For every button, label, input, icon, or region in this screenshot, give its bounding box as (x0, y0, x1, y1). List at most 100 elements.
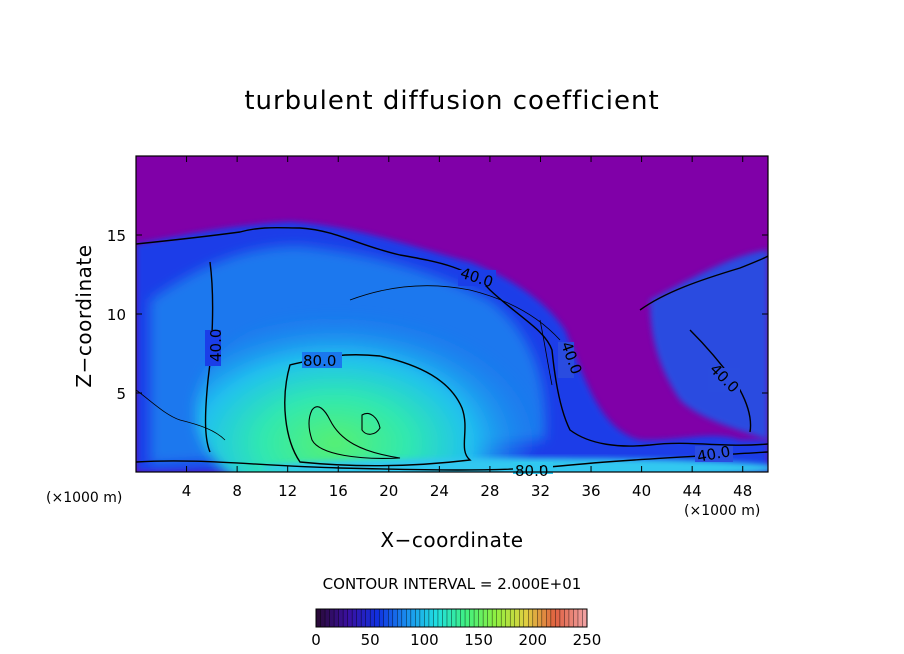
colorbar-segment (487, 609, 493, 627)
z-axis: 5 10 15 (107, 227, 768, 403)
colorbar-segment (559, 609, 565, 627)
x-tick-label: 12 (278, 482, 297, 500)
contour-lines (136, 226, 768, 471)
colorbar-segment (361, 609, 367, 627)
x-tick-label: 36 (581, 482, 600, 500)
contour-80-eddy (284, 354, 472, 467)
x-tick-label: 20 (379, 482, 398, 500)
colorbar-segment (519, 609, 525, 627)
colorbar-segment (546, 609, 552, 627)
x-tick-label: 28 (480, 482, 499, 500)
colorbar-segment (550, 609, 556, 627)
main-eddy-core (195, 300, 545, 472)
x-axis-label: X−coordinate (380, 528, 524, 552)
colorbar-segment (541, 609, 547, 627)
colorbar-segment (564, 609, 570, 627)
colorbar-segment (338, 609, 344, 627)
y-axis-label: Z−coordinate (72, 244, 96, 388)
colorbar-segment (415, 609, 421, 627)
x-tick-label: 4 (182, 482, 192, 500)
contour-label: 40.0 (207, 329, 225, 362)
colorbar-tick-label: 0 (311, 631, 321, 649)
colorbar-segment (379, 609, 385, 627)
colorbar-segment (316, 609, 322, 627)
x-tick-label: 32 (531, 482, 550, 500)
x-tick-label: 8 (232, 482, 242, 500)
colorbar-segment (582, 609, 588, 627)
contour-label: 80.0 (303, 352, 336, 370)
x-tick-label: 16 (329, 482, 348, 500)
contour-thin-2 (136, 389, 226, 441)
contour-interval-text: CONTOUR INTERVAL = 2.000E+01 (322, 575, 582, 593)
colorbar-segment (365, 609, 371, 627)
contour-inner-eddy (308, 406, 401, 459)
colorbar-segment (555, 609, 561, 627)
z-tick-label: 15 (107, 227, 126, 245)
colorbar-segment (401, 609, 407, 627)
chart-title: turbulent diffusion coefficient (244, 86, 660, 116)
x-tick-label: 44 (683, 482, 702, 500)
contour-label: 80.0 (515, 462, 548, 480)
colorbar-tick-label: 200 (518, 631, 547, 649)
contour-thin-3 (539, 319, 553, 386)
colorbar-segment (514, 609, 520, 627)
colorbar-segment (352, 609, 358, 627)
colorbar-segment (505, 609, 511, 627)
colorbar-segment (424, 609, 430, 627)
colorbar-segment (577, 609, 583, 627)
colorbar-segment (383, 609, 389, 627)
colorbar-segment (397, 609, 403, 627)
colorbar-segment (392, 609, 398, 627)
colorbar-segment (419, 609, 425, 627)
contour-label-group: 40.0 40.0 80.0 40.0 40.0 40.0 80.0 (205, 264, 743, 480)
colorbar-segment (456, 609, 462, 627)
colorbar-segment (537, 609, 543, 627)
colorbar-segment (437, 609, 443, 627)
colorbar-segment (343, 609, 349, 627)
z-axis-unit: (×1000 m) (46, 490, 123, 506)
colorbar-segment (410, 609, 416, 627)
colorbar-segment (325, 609, 331, 627)
colorbar-segment (442, 609, 448, 627)
colorbar-tick-label: 250 (573, 631, 602, 649)
colorbar-frame (315, 608, 588, 628)
colorbar-segment (532, 609, 538, 627)
x-axis: 4 8 12 16 20 24 28 32 36 40 44 48 (182, 156, 752, 500)
colorbar-tick-label: 50 (361, 631, 380, 649)
colorbar-segment (388, 609, 394, 627)
colorbar-segment (573, 609, 579, 627)
z-tick-label: 10 (107, 306, 126, 324)
right-turbulent-region (650, 250, 768, 440)
colorbar-tick-label: 150 (464, 631, 493, 649)
colorbar-segment (320, 609, 326, 627)
colorbar-segment (469, 609, 475, 627)
x-tick-label: 48 (733, 482, 752, 500)
colorbar-segment (478, 609, 484, 627)
colorbar: 0 50 100 150 200 250 (311, 608, 602, 649)
z-tick-label: 5 (116, 385, 126, 403)
x-axis-unit: (×1000 m) (684, 503, 761, 519)
contour-40-right (639, 255, 768, 311)
colorbar-segment (474, 609, 480, 627)
colorbar-segment (356, 609, 362, 627)
colorbar-segment (329, 609, 335, 627)
colorbar-segment (568, 609, 574, 627)
contour-label: 40.0 (696, 442, 732, 466)
contour-thin-1 (349, 285, 561, 341)
colorbar-segment (510, 609, 516, 627)
colorbar-segment (334, 609, 340, 627)
colorbar-segment (492, 609, 498, 627)
colorbar-segment (523, 609, 529, 627)
colorbar-segment (496, 609, 502, 627)
contour-small-core (361, 412, 381, 435)
colorbar-segment (428, 609, 434, 627)
field-area (136, 156, 768, 472)
colorbar-segment (501, 609, 507, 627)
contour-bottom (136, 451, 768, 471)
x-tick-label: 24 (430, 482, 449, 500)
colorbar-segment (451, 609, 457, 627)
x-tick-label: 40 (632, 482, 651, 500)
colorbar-segment (528, 609, 534, 627)
contour-40-left (204, 261, 214, 453)
